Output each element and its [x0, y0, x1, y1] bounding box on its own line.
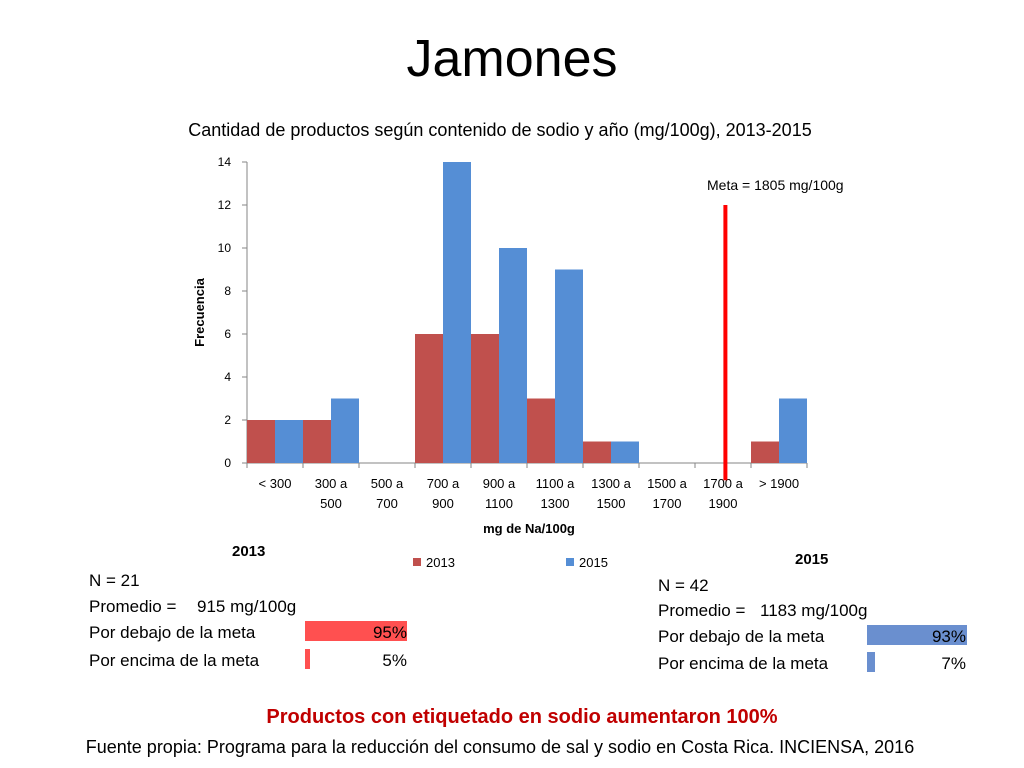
stats-2015-above-pct: 7%: [941, 654, 966, 673]
stats-2013-below-pct: 95%: [372, 623, 407, 642]
stats-2013-promedio-value: 915 mg/100g: [197, 597, 297, 616]
bar-2015-5: [555, 269, 583, 463]
stats-2015-below-bar: [867, 625, 968, 645]
bar-2013-6: [583, 441, 611, 463]
x-tick-label: 300 a: [315, 476, 348, 491]
bar-2013-9: [751, 441, 779, 463]
stats-2015-year: 2015: [795, 551, 829, 568]
y-tick-label: 14: [218, 155, 232, 169]
x-tick-label: 700 a: [427, 476, 460, 491]
x-tick-label: 500: [320, 496, 342, 511]
x-tick-label: 900: [432, 496, 454, 511]
stats-2015-above-label: Por encima de la meta: [658, 654, 829, 673]
x-tick-label: 1100: [485, 496, 513, 511]
x-tick-label: > 1900: [759, 476, 799, 491]
bar-2015-6: [611, 441, 639, 463]
source-note: Fuente propia: Programa para la reducció…: [85, 737, 915, 757]
y-tick-label: 2: [224, 413, 231, 427]
bar-2013-0: [247, 420, 275, 463]
meta-label: Meta = 1805 mg/100g: [707, 177, 844, 193]
x-tick-label: 1100 a: [536, 476, 576, 491]
x-tick-label: 700: [376, 496, 398, 511]
legend-swatch-2015: [566, 558, 574, 566]
stats-2013-above-bar: [305, 649, 311, 669]
x-tick-label: 1500: [597, 496, 626, 511]
chart-title: Cantidad de productos según contenido de…: [188, 120, 812, 140]
x-tick-label: 1500 a: [647, 476, 688, 491]
x-tick-label: 500 a: [371, 476, 404, 491]
stats-2013-n: N = 21: [89, 571, 140, 590]
stats-2013-below-bar: [305, 621, 407, 641]
legend-label-2015: 2015: [579, 555, 608, 570]
bar-2015-1: [331, 398, 359, 463]
bar-2013-5: [527, 398, 555, 463]
bar-2015-4: [499, 248, 527, 463]
y-tick-label: 0: [224, 456, 231, 470]
bar-2013-3: [415, 334, 443, 463]
stats-2015-below-pct: 93%: [931, 627, 966, 646]
bar-2015-3: [443, 162, 471, 463]
x-tick-label: 1300: [541, 496, 570, 511]
x-tick-label: 1900: [709, 496, 738, 511]
x-tick-label: 900 a: [483, 476, 516, 491]
stats-2015-n: N = 42: [658, 576, 709, 595]
y-tick-label: 4: [224, 370, 231, 384]
y-tick-label: 8: [224, 284, 231, 298]
y-tick-label: 6: [224, 327, 231, 341]
stats-2015-above-bar: [867, 652, 875, 672]
stats-2015-promedio-label: Promedio =: [658, 601, 746, 620]
slide-title: Jamones: [406, 30, 618, 88]
bar-2013-4: [471, 334, 499, 463]
legend-label-2013: 2013: [426, 555, 455, 570]
x-tick-label: 1300 a: [591, 476, 632, 491]
headline: Productos con etiquetado en sodio aument…: [266, 706, 778, 728]
stats-2013-above-label: Por encima de la meta: [89, 651, 260, 670]
y-tick-label: 12: [218, 198, 232, 212]
bar-2015-9: [779, 398, 807, 463]
stats-2015-promedio-value: 1183 mg/100g: [760, 601, 868, 620]
legend-swatch-2013: [413, 558, 421, 566]
x-tick-label: 1700: [653, 496, 682, 511]
stats-2013-above-pct: 5%: [382, 651, 407, 670]
bar-2015-0: [275, 420, 303, 463]
stats-2013-below-label: Por debajo de la meta: [89, 623, 256, 642]
y-axis-title: Frecuencia: [192, 277, 207, 346]
stats-2013-promedio-label: Promedio =: [89, 597, 177, 616]
y-tick-label: 10: [218, 241, 232, 255]
bar-2013-1: [303, 420, 331, 463]
x-axis-title: mg de Na/100g: [483, 521, 575, 536]
stats-2015-below-label: Por debajo de la meta: [658, 627, 825, 646]
histogram-chart: 0 2 4 6 8 10 12 14 < 300 300 a 500 500 a 700 700 a 900…: [192, 155, 844, 570]
x-tick-label: 1700 a: [703, 476, 744, 491]
stats-2013-year: 2013: [232, 543, 266, 560]
x-tick-label: < 300: [259, 476, 292, 491]
